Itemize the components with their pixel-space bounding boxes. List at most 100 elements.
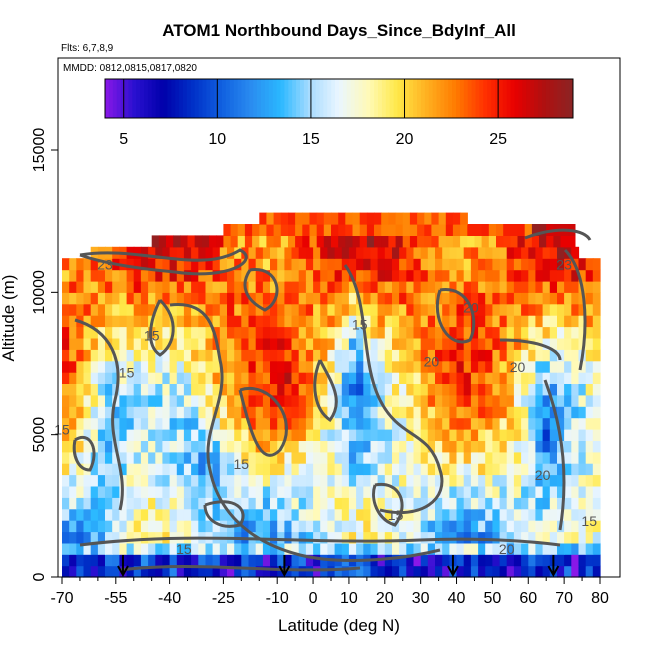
- heatmap-cell: [478, 497, 486, 510]
- heatmap-cell: [248, 246, 257, 259]
- heatmap-cell: [90, 542, 99, 555]
- heatmap-cell: [169, 246, 178, 259]
- heatmap-cell: [399, 394, 407, 407]
- heatmap-cell: [341, 394, 350, 407]
- heatmap-cell: [456, 497, 465, 510]
- heatmap-cell: [280, 224, 289, 236]
- heatmap-cell: [83, 315, 92, 328]
- heatmap-cell: [348, 337, 357, 350]
- heatmap-cell: [151, 235, 160, 248]
- heatmap-cell: [435, 360, 443, 373]
- colorbar-swatch: [401, 79, 406, 118]
- heatmap-cell: [298, 246, 307, 259]
- heatmap-cell: [341, 520, 350, 533]
- heatmap-cell: [69, 429, 77, 441]
- heatmap-cell: [198, 451, 207, 464]
- x-axis: -70 -55 -40 -25 -10 0 10 20 30 40 50 60 70 80: [50, 577, 609, 607]
- heatmap-cell: [435, 440, 443, 453]
- heatmap-cell: [384, 372, 393, 384]
- heatmap-cell: [513, 440, 522, 453]
- heatmap-cell: [413, 269, 422, 282]
- heatmap-cell: [564, 520, 572, 533]
- heatmap-cell: [363, 417, 372, 430]
- colorbar-swatch: [288, 79, 293, 118]
- heatmap-cell: [219, 485, 228, 498]
- heatmap-cell: [452, 212, 461, 225]
- heatmap-cell: [291, 394, 300, 407]
- heatmap-cell: [363, 451, 372, 464]
- heatmap-cell: [406, 315, 415, 328]
- heatmap-cell: [356, 315, 364, 328]
- contour-label: 15: [581, 513, 597, 529]
- heatmap-cell: [463, 258, 472, 271]
- heatmap-cell: [427, 394, 436, 407]
- heatmap-cell: [442, 292, 450, 305]
- heatmap-cell: [557, 542, 565, 555]
- heatmap-cell: [62, 372, 70, 384]
- heatmap-cell: [313, 520, 321, 533]
- heatmap-cell: [140, 520, 149, 533]
- heatmap-cell: [456, 360, 465, 373]
- heatmap-cell: [148, 440, 156, 453]
- heatmap-cell: [133, 383, 142, 396]
- heatmap-cell: [291, 349, 300, 362]
- heatmap-cell: [191, 406, 199, 419]
- heatmap-cell: [449, 463, 458, 476]
- heatmap-cell: [521, 349, 529, 362]
- heatmap-cell: [255, 554, 264, 567]
- heatmap-cell: [585, 372, 594, 384]
- heatmap-cell: [262, 497, 271, 510]
- heatmap-cell: [463, 440, 472, 453]
- heatmap-cell: [435, 349, 443, 362]
- heatmap-cell: [499, 417, 508, 430]
- heatmap-cell: [542, 451, 551, 464]
- contour-label: 15: [388, 507, 404, 523]
- heatmap-cell: [119, 303, 128, 316]
- heatmap-cell: [133, 429, 142, 441]
- heatmap-cell: [176, 554, 185, 567]
- heatmap-cell: [183, 280, 192, 293]
- heatmap-cell: [578, 485, 587, 498]
- heatmap-cell: [377, 280, 386, 293]
- heatmap-cell: [478, 394, 486, 407]
- heatmap-cell: [406, 383, 415, 396]
- heatmap-cell: [542, 440, 551, 453]
- heatmap-cell: [62, 292, 70, 305]
- heatmap-cell: [320, 440, 328, 453]
- heatmap-cell: [456, 508, 465, 521]
- heatmap-cell: [327, 246, 336, 259]
- heatmap-cell: [162, 349, 171, 362]
- heatmap-cell: [499, 520, 508, 533]
- heatmap-cell: [112, 463, 120, 476]
- heatmap-cell: [420, 497, 429, 510]
- heatmap-cell: [341, 292, 350, 305]
- colorbar-swatch: [292, 79, 297, 118]
- heatmap-cell: [298, 394, 307, 407]
- heatmap-cell: [427, 429, 436, 441]
- heatmap-cell: [492, 497, 501, 510]
- contour-line: [524, 228, 592, 241]
- heatmap-cell: [399, 269, 407, 282]
- heatmap-cell: [449, 326, 458, 339]
- heatmap-cell: [259, 235, 268, 248]
- heatmap-cell: [492, 417, 501, 430]
- heatmap-cell: [205, 258, 214, 271]
- heatmap-cell: [266, 235, 275, 248]
- heatmap-cell: [592, 315, 601, 328]
- heatmap-cell: [320, 315, 328, 328]
- heatmap-cell: [499, 360, 508, 373]
- heatmap-cell: [183, 497, 192, 510]
- heatmap-cell: [478, 554, 486, 567]
- heatmap-cell: [359, 212, 368, 225]
- heatmap-cell: [463, 315, 472, 328]
- heatmap-cell: [69, 485, 77, 498]
- heatmap-cell: [191, 520, 199, 533]
- heatmap-cell: [456, 303, 465, 316]
- heatmap-cell: [585, 451, 594, 464]
- heatmap-cell: [169, 349, 178, 362]
- heatmap-cell: [442, 337, 450, 350]
- colorbar-swatch: [257, 79, 262, 118]
- heatmap-cell: [198, 406, 207, 419]
- heatmap-cell: [571, 269, 580, 282]
